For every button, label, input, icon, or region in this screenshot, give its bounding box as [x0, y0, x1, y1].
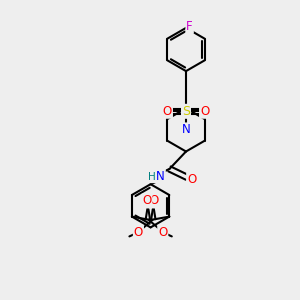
- Text: O: O: [142, 194, 152, 208]
- Text: O: O: [200, 105, 209, 118]
- Text: O: O: [134, 226, 143, 239]
- Text: H: H: [148, 172, 156, 182]
- Text: F: F: [186, 20, 193, 33]
- Text: S: S: [182, 105, 190, 118]
- Text: O: O: [158, 226, 167, 239]
- Text: N: N: [156, 169, 165, 183]
- Text: O: O: [187, 173, 196, 186]
- Text: N: N: [182, 123, 190, 136]
- Text: O: O: [150, 194, 159, 208]
- Text: O: O: [163, 105, 172, 118]
